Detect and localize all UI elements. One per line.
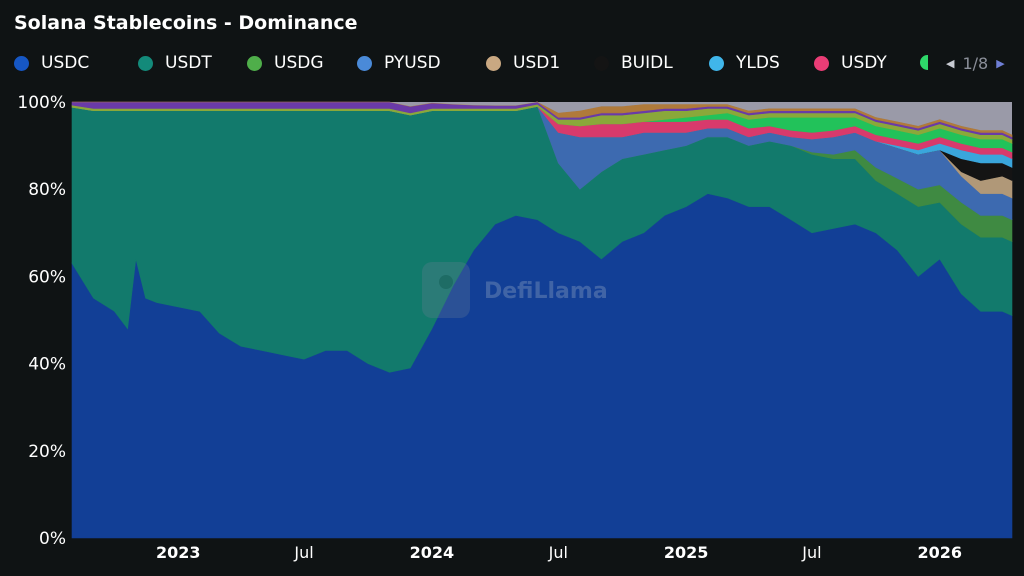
- legend-item-usdc[interactable]: USDC: [14, 50, 89, 76]
- legend-dot-icon: [138, 55, 153, 71]
- legend-item-buidl[interactable]: BUIDL: [594, 50, 673, 76]
- legend-dot-icon: [594, 55, 609, 71]
- legend-label: USDT: [165, 53, 212, 73]
- area-other-top: [72, 102, 1012, 135]
- chart-title: Solana Stablecoins - Dominance: [14, 12, 358, 34]
- legend-label: USDC: [41, 53, 90, 73]
- legend-item-ylds[interactable]: YLDS: [709, 50, 780, 76]
- legend-dot-icon: [14, 55, 29, 71]
- area-other-11: [72, 101, 1013, 138]
- legend-pager: ◀ 1/8 ▶: [938, 50, 1013, 76]
- y-tick-label: 0%: [39, 529, 66, 549]
- x-tick-label: 2023: [156, 543, 201, 562]
- legend-label: PYUSD: [384, 53, 441, 73]
- x-tick-label: Jul: [801, 543, 821, 562]
- legend-dot-icon: [814, 55, 829, 71]
- watermark-text: DefiLlama: [484, 279, 608, 304]
- legend-next-arrow-icon[interactable]: ▶: [996, 56, 1005, 70]
- y-tick-label: 20%: [28, 442, 66, 462]
- legend-dot-icon: [357, 55, 372, 71]
- legend-label: YLDS: [736, 53, 780, 73]
- legend-label: USDY: [841, 53, 887, 73]
- x-tick-label: Jul: [548, 543, 568, 562]
- x-tick-label: 2025: [664, 543, 709, 562]
- legend-label: USD1: [513, 53, 561, 73]
- y-tick-label: 100%: [17, 93, 66, 113]
- legend-label: BUIDL: [621, 53, 673, 73]
- x-tick-label: Jul: [293, 543, 313, 562]
- legend-item-usdg[interactable]: USDG: [247, 50, 324, 76]
- legend-prev-arrow-icon[interactable]: ◀: [946, 56, 955, 70]
- legend-item-usdy[interactable]: USDY: [814, 50, 887, 76]
- llama-logo-icon: [422, 262, 470, 318]
- legend-label: USDG: [274, 53, 324, 73]
- y-tick-label: 60%: [28, 267, 66, 287]
- legend: USDC USDT USDG PYUSD USD1 BUIDL YLDS USDY: [14, 50, 1014, 76]
- x-tick-label: 2024: [410, 543, 455, 562]
- x-tick-label: 2026: [917, 543, 962, 562]
- legend-dot-icon: [709, 55, 724, 71]
- legend-item-usd1[interactable]: USD1: [486, 50, 560, 76]
- y-tick-label: 80%: [28, 180, 66, 200]
- legend-item-usdt[interactable]: USDT: [138, 50, 212, 76]
- legend-overflow-dot-icon: [920, 55, 928, 71]
- legend-page-indicator: 1/8: [962, 53, 989, 73]
- legend-item-pyusd[interactable]: PYUSD: [357, 50, 441, 76]
- legend-dot-icon: [247, 55, 262, 71]
- legend-dot-icon: [486, 55, 501, 71]
- y-tick-label: 40%: [28, 355, 66, 375]
- watermark: DefiLlama: [422, 262, 608, 318]
